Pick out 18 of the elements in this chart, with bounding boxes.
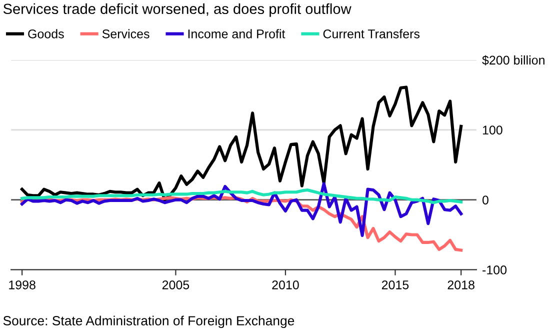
y-tick-label: 100 [482,126,502,135]
y-tick-label: $200 billion [482,55,544,66]
x-tick-label: 1998 [9,280,36,290]
source-note: Source: State Administration of Foreign Exchange [3,316,294,328]
legend-label: Goods [28,29,64,38]
x-tick-label: 2015 [382,280,409,290]
y-tick-label: 0 [482,196,488,204]
line-series [20,188,463,204]
x-tick-label: 2018 [448,280,474,290]
legend-label: Income and Profit [188,29,286,38]
y-tick-label: -100 [482,266,507,274]
legend-label: Current Transfers [323,29,420,38]
chart-title: Services trade deficit worsened, as does profit outflow [3,3,352,17]
line-series [20,182,463,237]
x-tick-label: 2005 [162,280,190,290]
x-tick-label: 2010 [272,280,299,290]
line-series [20,86,463,202]
legend-label: Services [102,29,150,38]
